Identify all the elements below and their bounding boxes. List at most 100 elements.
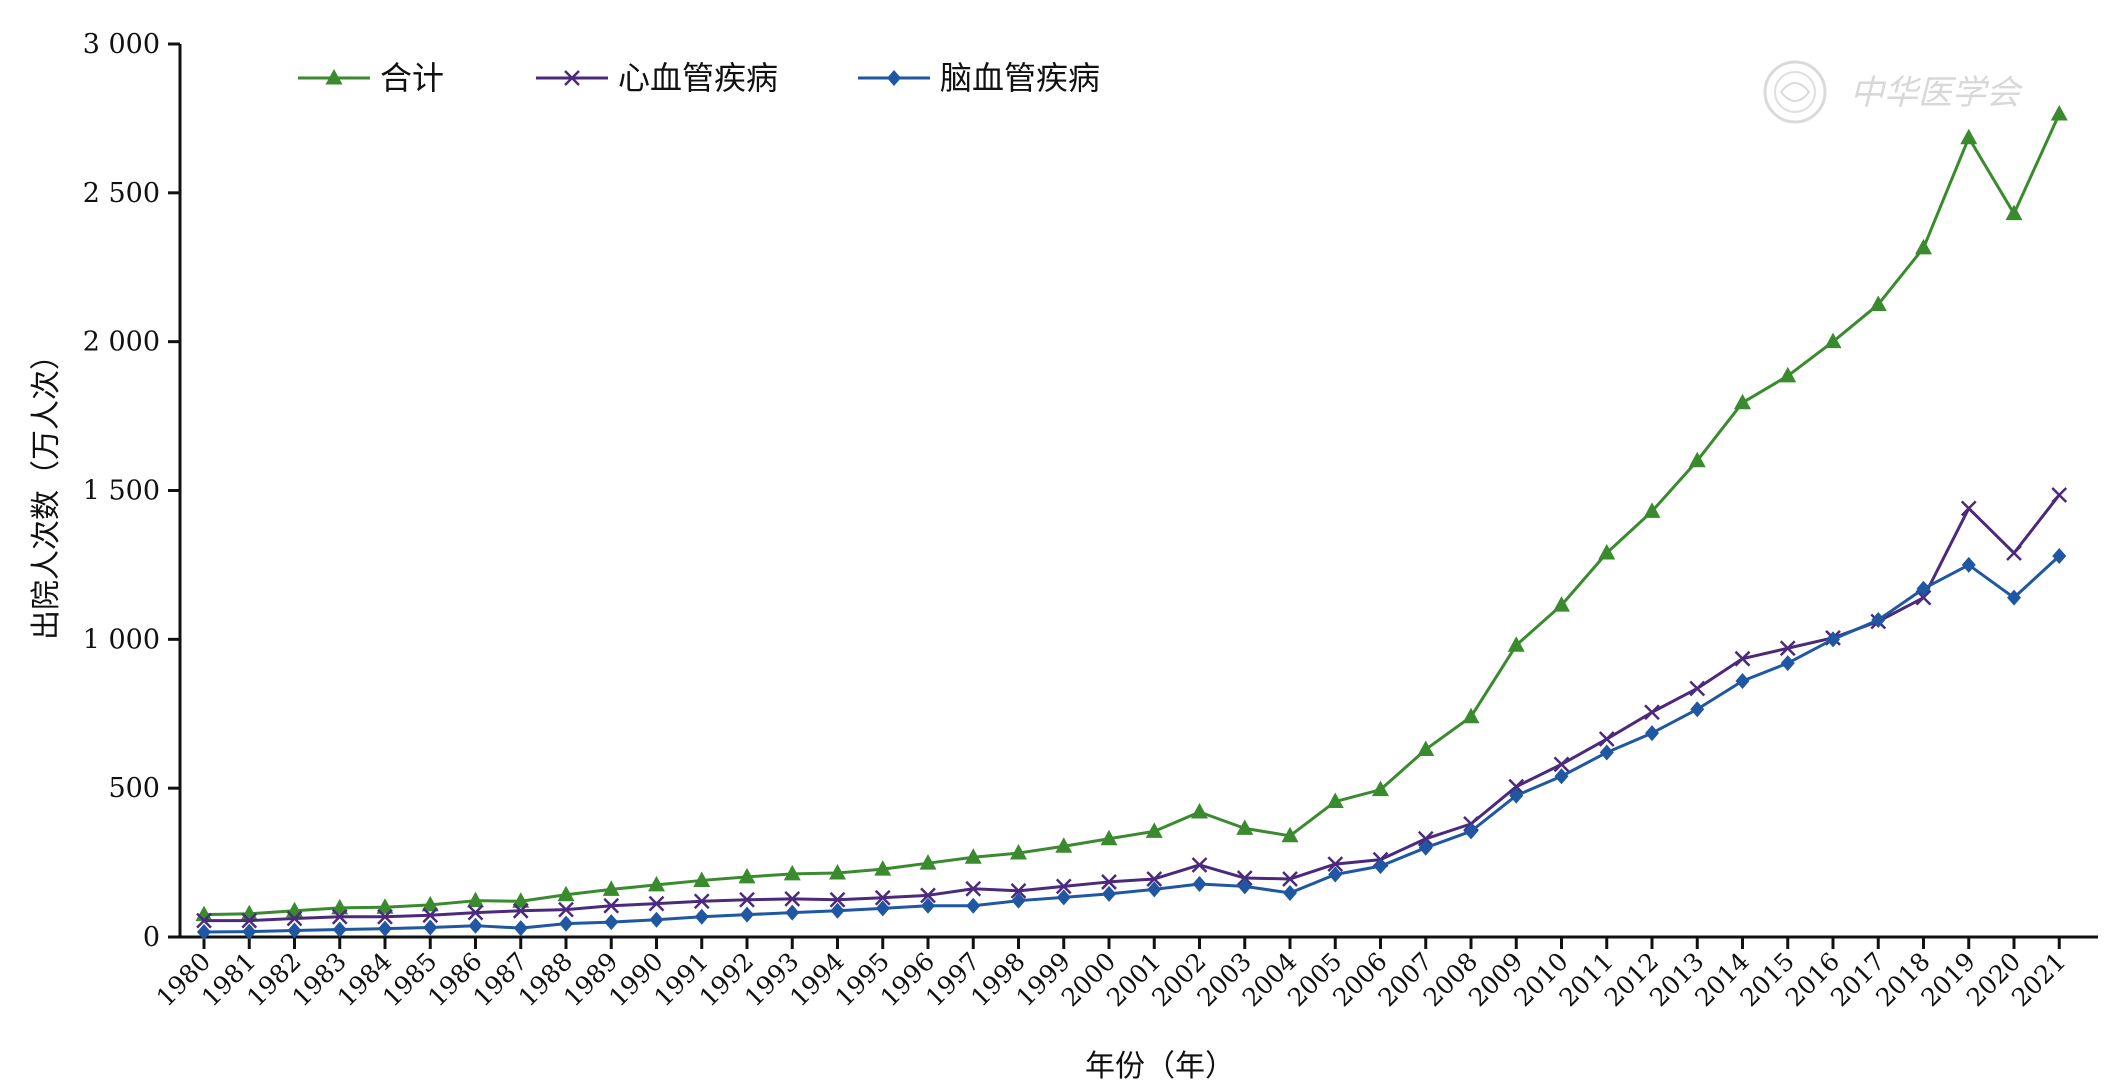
series-2-point (966, 897, 981, 914)
series-1-point (377, 908, 393, 925)
series-1-point (1644, 704, 1660, 721)
series-1-point (1055, 878, 1072, 895)
series-2-point (423, 919, 438, 936)
y-ticks: 0 500 1 000 1 500 2 000 2 500 3 000 (83, 29, 180, 953)
series-0-point (467, 891, 484, 908)
series-2-point (1735, 673, 1750, 690)
series-1-point (965, 880, 982, 897)
series-1-point (1417, 830, 1434, 847)
series-2-point (197, 923, 211, 940)
legend-item-0: 合计 (298, 59, 444, 97)
series-2-point (1961, 556, 1976, 573)
series-0-point (1326, 792, 1344, 809)
series-1-point (1146, 871, 1163, 887)
series-0-point (1915, 238, 1932, 255)
series-0-point (738, 867, 756, 884)
series-1-point (286, 910, 303, 927)
series-2-point (1826, 631, 1840, 648)
series-2-point (1373, 858, 1388, 875)
series-0-point (1462, 707, 1480, 724)
series-2-point (694, 908, 709, 925)
series-1-point (1598, 731, 1615, 747)
series-1-point (241, 912, 258, 929)
axes: 0 500 1 000 1 500 2 000 2 500 3 000 1980198119… (83, 29, 2098, 1012)
series-1-point (603, 897, 620, 914)
series-0-point (964, 848, 982, 864)
watermark-seal-icon (1763, 60, 1827, 124)
y-axis-title: 出院人次数（万人次） (29, 340, 64, 640)
series-0-point (1055, 837, 1073, 853)
series-2-point (1871, 611, 1886, 628)
series-0-line (203, 113, 2061, 917)
series-1-point (1734, 650, 1751, 667)
series-1-point (1689, 680, 1706, 697)
series-0-point (2005, 204, 2023, 221)
series-2-point (1690, 701, 1705, 718)
series-1-point (558, 901, 574, 918)
y-tick-label: 3 000 (83, 29, 160, 60)
series-1-point (1553, 756, 1570, 773)
series-0-point (1372, 780, 1389, 797)
series-1-point (693, 893, 710, 910)
series-1-point (196, 912, 212, 929)
series-2-point (1780, 655, 1795, 672)
series-0-point (829, 864, 846, 880)
series-2-point (1056, 889, 1071, 906)
series-2-point (921, 897, 935, 914)
series-2-point (2052, 547, 2067, 564)
series-0-point (919, 854, 937, 870)
series-0-point (512, 892, 530, 908)
series-1-point (1327, 856, 1344, 872)
series-0-point (1960, 128, 1978, 145)
series-0-point (1643, 502, 1661, 518)
series-1-point (920, 887, 936, 904)
series-2-point (1102, 885, 1116, 902)
y-tick-label: 2 000 (83, 327, 160, 358)
series-0-point (783, 864, 801, 881)
series-2-point (1554, 768, 1569, 785)
watermark: 中华医学会 (1763, 60, 2024, 124)
series-0-point (1281, 826, 1299, 843)
series-2-point (604, 914, 619, 931)
series-0-point (1779, 366, 1797, 383)
legend-marker (887, 70, 901, 86)
series-1-point (1010, 882, 1027, 899)
series-0-point (874, 860, 892, 876)
series-0-point (557, 885, 575, 902)
series-0-point (1236, 819, 1254, 835)
series-2-point (649, 911, 664, 928)
series-1-point (512, 902, 529, 919)
series-1-point (2051, 487, 2068, 503)
series-0-point (1553, 596, 1570, 612)
series-0-point (376, 898, 394, 914)
series-1-point (1236, 870, 1253, 886)
series-0 (195, 104, 2068, 922)
series-2-point (1464, 823, 1478, 840)
series-2-point (785, 904, 800, 921)
series-2-point (1283, 884, 1297, 901)
series-2-point (332, 921, 347, 938)
series-2-point (1147, 881, 1162, 898)
series-1-point (331, 908, 348, 925)
series-0-point (421, 895, 439, 912)
series-1-point (1282, 871, 1298, 887)
legend-label: 合计 (380, 59, 444, 97)
series-2-point (1328, 866, 1343, 883)
series-2-point (740, 906, 754, 923)
series-0-point (331, 898, 349, 915)
series-2-point (1509, 787, 1524, 804)
y-tick-label: 0 (143, 922, 160, 953)
series-1-point (1508, 778, 1525, 795)
series-1-point (2006, 545, 2022, 561)
series-1-point (1960, 500, 1977, 517)
series-2-point (559, 915, 573, 932)
series-2-point (287, 922, 302, 939)
series-2-point (830, 902, 845, 919)
series-2-point (1599, 744, 1614, 761)
series-2-point (1011, 892, 1026, 909)
legend-marker (564, 70, 580, 86)
legend: 合计 心血管疾病 脑血管疾病 (298, 59, 1100, 97)
series-0-point (1507, 636, 1525, 652)
series-2-point (2007, 589, 2021, 606)
series-2-point (378, 920, 392, 937)
